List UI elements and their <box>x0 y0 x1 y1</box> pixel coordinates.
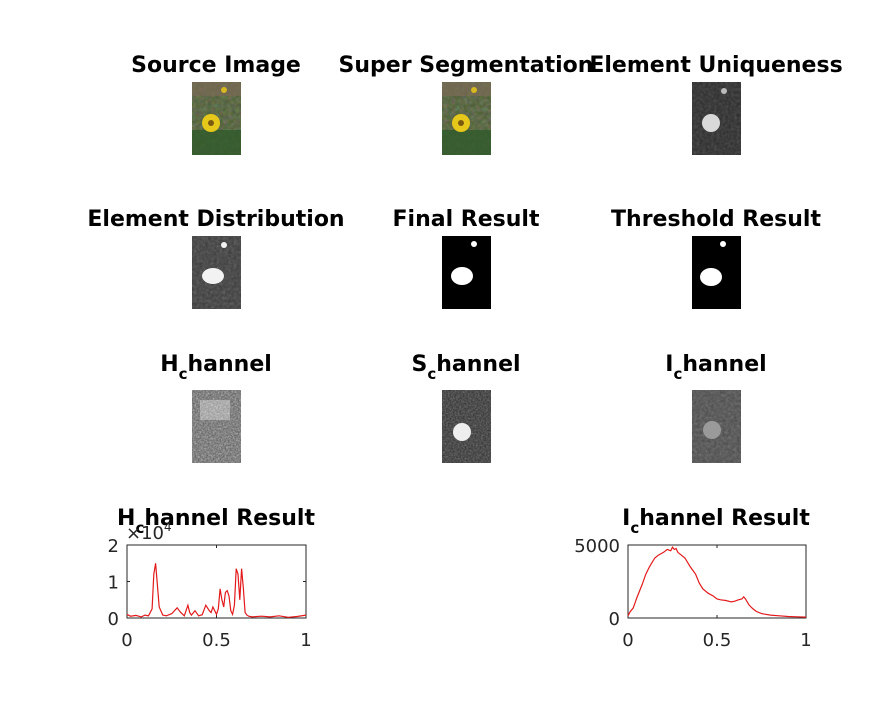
series-line <box>627 546 807 618</box>
element-uniqueness-image <box>692 82 741 155</box>
x-tick-label: 0.5 <box>202 630 231 651</box>
h-channel-result-chart: Hchannel Result ×104 0 0.5 1 0 1 2 <box>108 506 316 651</box>
panel-title: Element Distribution <box>87 207 344 232</box>
x-tick-label: 0.5 <box>703 630 732 651</box>
x-tick-label: 1 <box>800 630 811 651</box>
y-tick-label: 0 <box>108 609 119 630</box>
x-tick-label: 0 <box>622 630 633 651</box>
panel-title: Source Image <box>131 53 301 78</box>
source-image <box>192 82 241 155</box>
y-tick-label: 1 <box>108 573 119 594</box>
panel-title: Ichannel <box>665 352 766 383</box>
i-channel-result-chart: Ichannel Result 0 0.5 1 0 5000 <box>574 506 812 651</box>
panel-title: Threshold Result <box>611 207 821 232</box>
panel-title: Super Segmentation <box>339 53 594 78</box>
x-tick-label: 1 <box>300 630 311 651</box>
panel-title: Final Result <box>393 207 540 232</box>
element-distribution-image <box>192 236 241 309</box>
s-channel-image <box>442 390 491 463</box>
plot-area <box>627 544 807 619</box>
h-channel-image <box>192 390 241 463</box>
chart-title: Hchannel Result <box>117 506 315 537</box>
super-segmentation-image <box>442 82 491 155</box>
y-multiplier: ×104 <box>126 520 172 544</box>
y-tick-label: 2 <box>108 536 119 557</box>
i-channel-image <box>692 390 741 463</box>
threshold-result-image <box>692 236 741 309</box>
y-tick-label: 5000 <box>574 536 620 557</box>
chart-title: Ichannel Result <box>622 506 810 537</box>
panel-title: Hchannel <box>160 352 272 383</box>
panel-title: Element Uniqueness <box>589 53 842 78</box>
final-result-image <box>442 236 491 309</box>
x-tick-label: 0 <box>121 630 132 651</box>
y-tick-label: 0 <box>609 609 620 630</box>
series-line <box>126 563 307 618</box>
panel-title: Schannel <box>411 352 520 383</box>
